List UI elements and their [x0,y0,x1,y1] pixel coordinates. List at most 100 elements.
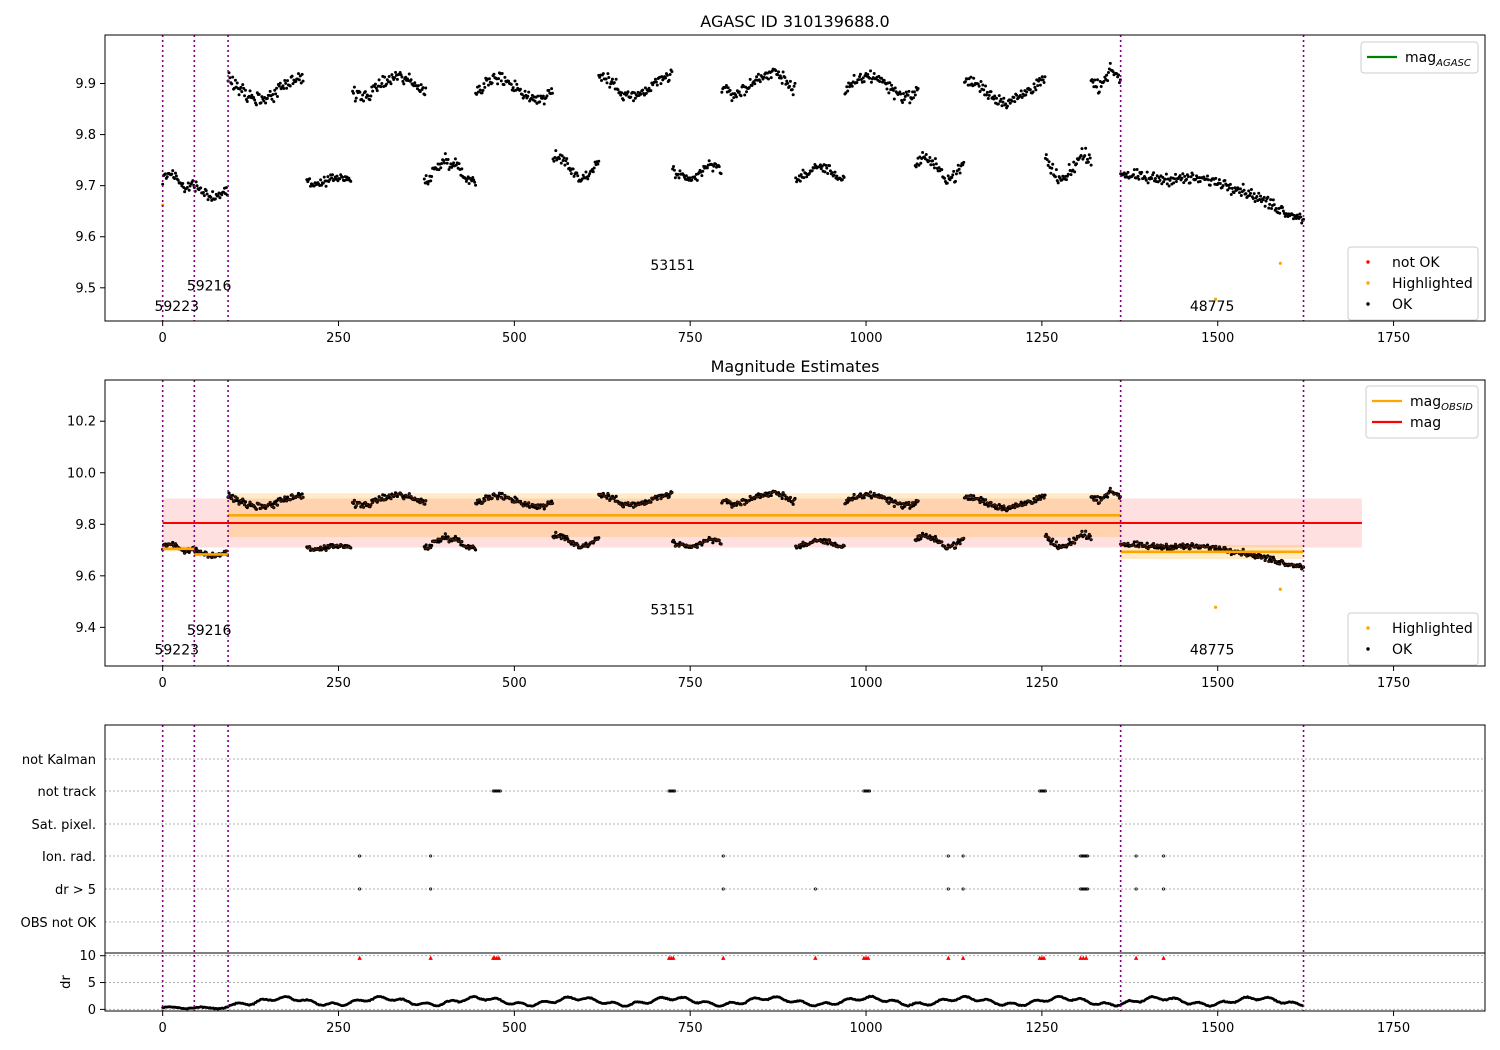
agasc-point-ok [281,84,285,88]
estimates-point-overlay [339,543,342,546]
estimates-point-overlay [395,493,398,496]
agasc-point-ok [294,79,298,83]
estimates-point-overlay [756,495,759,498]
estimates-point-ok [457,537,461,541]
estimates-point-overlay [763,492,766,495]
agasc-point-ok [739,94,743,98]
estimates-point-overlay [563,538,566,541]
agasc-point-ok [354,96,358,100]
agasc-bottom-legend-dot [1366,260,1370,264]
agasc-point-ok [483,85,487,89]
estimates-point-overlay [712,539,715,542]
estimates-point-overlay [1091,495,1094,498]
estimates-point-overlay [1090,538,1093,541]
estimates-point-overlay [1028,500,1031,503]
agasc-top-legend [1360,41,1479,74]
agasc-point-ok [1173,177,1177,181]
estimates-point-overlay [597,493,600,496]
estimates-point-overlay [1275,560,1278,563]
agasc-point-ok [1202,175,1206,179]
estimates-point-ok [1044,532,1048,536]
estimates-point-overlay [457,540,460,543]
agasc-point-ok [299,81,303,85]
flag-marker [862,789,866,793]
agasc-point-ok [1088,156,1092,160]
estimates-point-overlay [1251,554,1254,557]
estimates-point-overlay [1180,546,1183,549]
estimates-point-overlay [886,500,888,503]
agasc-point-ok [1106,79,1110,83]
estimates-point-overlay [780,494,783,497]
estimates-point-overlay [306,547,309,550]
estimates-point-overlay [915,539,918,542]
estimates-point-overlay [1084,530,1087,533]
estimates-point-overlay [643,503,646,506]
estimates-point-overlay [1211,545,1214,548]
estimates-point-overlay [426,547,429,550]
estimates-point-overlay [545,503,548,506]
estimates-xtick-label: 750 [678,676,703,691]
agasc-point-ok [1117,73,1121,77]
estimates-point-overlay [287,498,290,501]
agasc-point-ok [1278,211,1282,215]
agasc-point-ok [943,176,947,180]
estimates-point-overlay [723,499,726,502]
agasc-point-ok [274,92,278,96]
estimates-point-overlay [1116,494,1119,497]
agasc-point-ok [1253,200,1257,204]
agasc-point-ok [678,169,682,173]
agasc-point-ok [1259,194,1263,198]
flags-xtick-label: 500 [502,1021,527,1036]
estimates-point-overlay [525,504,528,507]
agasc-point-ok [1261,198,1265,202]
estimates-point-overlay [460,540,463,543]
agasc-point-ok [478,88,482,92]
agasc-point-ok [471,176,475,180]
agasc-point-ok [902,98,906,102]
agasc-point-ok [676,172,680,176]
estimates-bottom-legend-label: Highlighted [1392,621,1473,637]
estimates-point-overlay [991,504,994,507]
estimates-point-overlay [1114,492,1117,495]
agasc-point-ok [437,168,441,172]
estimates-point-overlay [449,538,452,541]
estimates-ytick-label: 9.8 [75,518,96,533]
estimates-point-overlay [494,494,497,497]
estimates-point-overlay [694,545,697,548]
agasc-point-ok [1093,78,1097,82]
agasc-point-ok [858,72,862,76]
estimates-point-overlay [749,495,752,498]
agasc-point-ok [1189,175,1193,179]
estimates-point-overlay [388,494,391,497]
agasc-point-ok [750,84,754,88]
estimates-point-overlay [1134,545,1137,548]
estimates-point-overlay [411,498,414,501]
estimates-point-overlay [433,540,436,543]
estimates-point-overlay [380,497,383,500]
agasc-point-ok [424,86,428,90]
estimates-point-overlay [1218,545,1221,548]
agasc-point-ok [850,84,854,88]
agasc-point-ok [460,167,464,171]
estimates-point-overlay [330,545,333,548]
agasc-point-ok [985,90,989,94]
estimates-point-overlay [1159,544,1162,547]
estimates-point-overlay [876,495,879,498]
estimates-point-overlay [496,497,499,500]
estimates-point-overlay [667,496,670,499]
agasc-point-ok [893,86,897,90]
estimates-point-overlay [1019,503,1022,506]
estimates-point-overlay [818,539,821,542]
estimates-point-overlay [659,497,662,500]
estimates-point-overlay [1178,544,1181,547]
flags-plot-area: not Kalman not track Sat. pixel. Ion. rad. d… [21,725,1485,1036]
estimates-point-overlay [929,538,932,541]
flags-frame [104,724,1486,1012]
agasc-point-ok [1137,177,1141,181]
agasc-point-ok [619,93,623,97]
estimates-point-overlay [1006,508,1009,511]
estimates-point-overlay [760,493,763,496]
estimates-point-overlay [312,549,315,552]
estimates-point-overlay [498,492,501,495]
agasc-point-ok [882,78,886,82]
